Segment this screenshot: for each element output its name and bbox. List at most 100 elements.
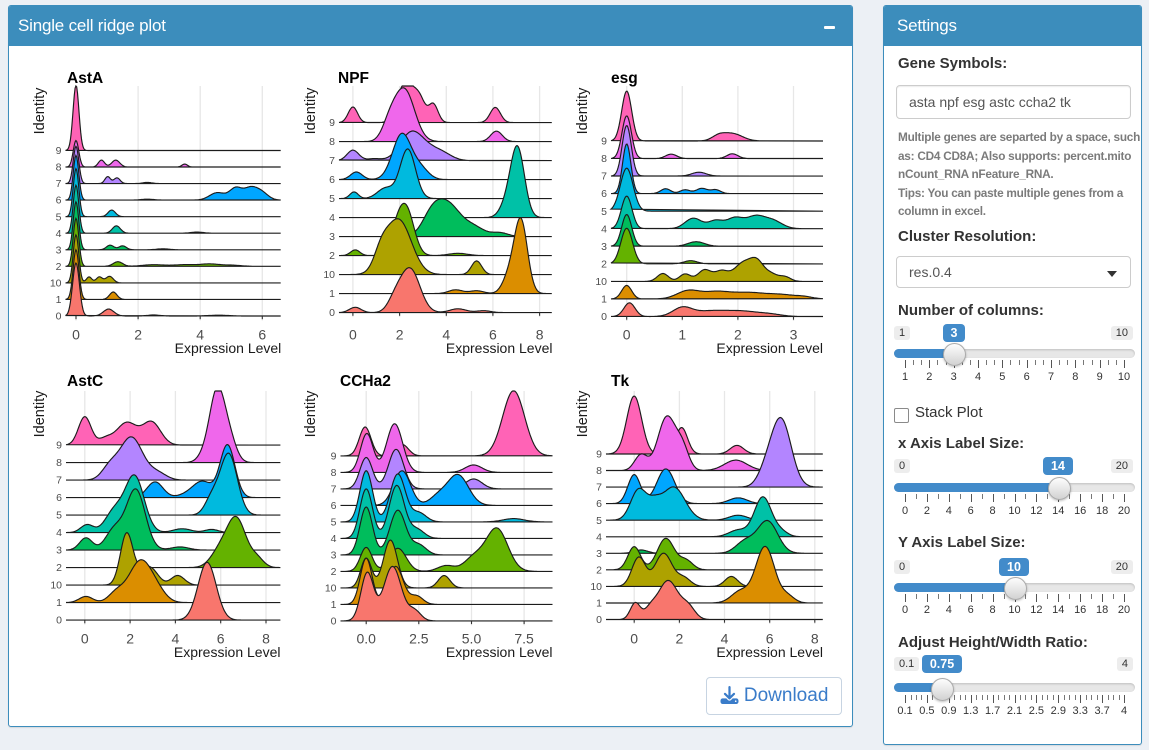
svg-text:1: 1: [678, 327, 686, 343]
svg-text:10: 10: [50, 580, 62, 592]
svg-text:1: 1: [56, 597, 62, 609]
svg-text:1: 1: [331, 599, 337, 611]
svg-text:2: 2: [331, 566, 337, 578]
svg-text:1: 1: [596, 598, 602, 610]
svg-text:NPF: NPF: [338, 70, 369, 87]
svg-text:AstA: AstA: [67, 70, 103, 87]
svg-text:7: 7: [331, 484, 337, 496]
svg-text:Expression Level: Expression Level: [446, 340, 553, 356]
svg-text:Expression Level: Expression Level: [174, 644, 281, 660]
svg-text:CCHa2: CCHa2: [340, 373, 391, 390]
svg-text:10: 10: [595, 276, 607, 288]
svg-text:2: 2: [676, 631, 684, 647]
svg-text:1: 1: [56, 294, 62, 306]
svg-text:4: 4: [172, 631, 180, 647]
svg-text:8: 8: [329, 136, 335, 148]
svg-text:Identity: Identity: [575, 87, 591, 134]
svg-text:3: 3: [596, 548, 602, 560]
svg-text:2: 2: [329, 250, 335, 262]
svg-text:7: 7: [56, 475, 62, 487]
svg-text:4: 4: [721, 631, 729, 647]
svg-text:9: 9: [331, 451, 337, 463]
svg-text:0: 0: [329, 307, 335, 319]
svg-text:esg: esg: [611, 70, 638, 87]
svg-text:0: 0: [56, 615, 62, 627]
svg-text:9: 9: [56, 440, 62, 452]
svg-text:0: 0: [623, 327, 631, 343]
svg-text:6: 6: [601, 188, 607, 200]
svg-text:8: 8: [811, 631, 819, 647]
svg-text:Identity: Identity: [303, 87, 319, 134]
svg-text:6: 6: [329, 174, 335, 186]
svg-text:8: 8: [262, 631, 270, 647]
svg-text:10: 10: [590, 581, 602, 593]
svg-text:6: 6: [766, 631, 774, 647]
svg-text:7: 7: [329, 155, 335, 167]
svg-text:8: 8: [331, 467, 337, 479]
svg-text:6: 6: [258, 327, 266, 343]
svg-text:2: 2: [734, 327, 742, 343]
svg-text:7.5: 7.5: [514, 631, 534, 647]
svg-text:9: 9: [56, 145, 62, 157]
svg-text:8: 8: [56, 457, 62, 469]
svg-text:0: 0: [630, 631, 638, 647]
svg-text:8: 8: [596, 465, 602, 477]
svg-text:2: 2: [601, 258, 607, 270]
svg-text:3: 3: [331, 550, 337, 562]
svg-text:Tk: Tk: [611, 373, 629, 390]
svg-text:6: 6: [56, 492, 62, 504]
svg-text:6: 6: [217, 631, 225, 647]
svg-text:5: 5: [56, 510, 62, 522]
svg-text:0: 0: [331, 616, 337, 628]
svg-text:2: 2: [126, 631, 134, 647]
svg-text:7: 7: [601, 171, 607, 183]
svg-text:8: 8: [56, 162, 62, 174]
svg-text:4: 4: [196, 327, 204, 343]
svg-text:3: 3: [56, 244, 62, 256]
svg-text:2: 2: [56, 261, 62, 273]
svg-text:Expression Level: Expression Level: [446, 644, 553, 660]
svg-text:4: 4: [596, 531, 602, 543]
svg-text:2: 2: [596, 565, 602, 577]
svg-text:5: 5: [596, 515, 602, 527]
svg-text:5: 5: [601, 206, 607, 218]
svg-text:3: 3: [601, 241, 607, 253]
svg-text:2: 2: [56, 562, 62, 574]
svg-text:10: 10: [323, 269, 335, 281]
svg-text:6: 6: [489, 327, 497, 343]
svg-text:Expression Level: Expression Level: [716, 340, 823, 356]
svg-text:6: 6: [331, 500, 337, 512]
svg-text:4: 4: [601, 223, 607, 235]
svg-text:10: 10: [325, 583, 337, 595]
svg-text:7: 7: [596, 482, 602, 494]
svg-text:0: 0: [56, 311, 62, 323]
svg-text:2.5: 2.5: [409, 631, 429, 647]
svg-text:2: 2: [396, 327, 404, 343]
svg-text:6: 6: [596, 498, 602, 510]
svg-text:3: 3: [56, 545, 62, 557]
svg-text:4: 4: [331, 533, 337, 545]
svg-text:3: 3: [790, 327, 798, 343]
svg-text:4: 4: [329, 212, 335, 224]
svg-text:0.0: 0.0: [356, 631, 376, 647]
svg-text:5: 5: [329, 193, 335, 205]
svg-text:8: 8: [601, 153, 607, 165]
svg-text:5.0: 5.0: [462, 631, 482, 647]
svg-text:0: 0: [72, 327, 80, 343]
svg-text:2: 2: [134, 327, 142, 343]
svg-text:0: 0: [349, 327, 357, 343]
svg-text:Expression Level: Expression Level: [716, 644, 823, 660]
svg-text:10: 10: [50, 278, 62, 290]
svg-text:4: 4: [56, 527, 62, 539]
svg-text:0: 0: [81, 631, 89, 647]
svg-text:0: 0: [601, 311, 607, 323]
svg-text:Identity: Identity: [32, 390, 48, 437]
svg-text:Expression Level: Expression Level: [175, 340, 282, 356]
svg-text:Identity: Identity: [32, 87, 48, 134]
svg-text:4: 4: [56, 228, 62, 240]
svg-text:6: 6: [56, 195, 62, 207]
svg-text:1: 1: [601, 294, 607, 306]
svg-text:7: 7: [56, 178, 62, 190]
svg-text:3: 3: [329, 231, 335, 243]
svg-text:1: 1: [329, 288, 335, 300]
